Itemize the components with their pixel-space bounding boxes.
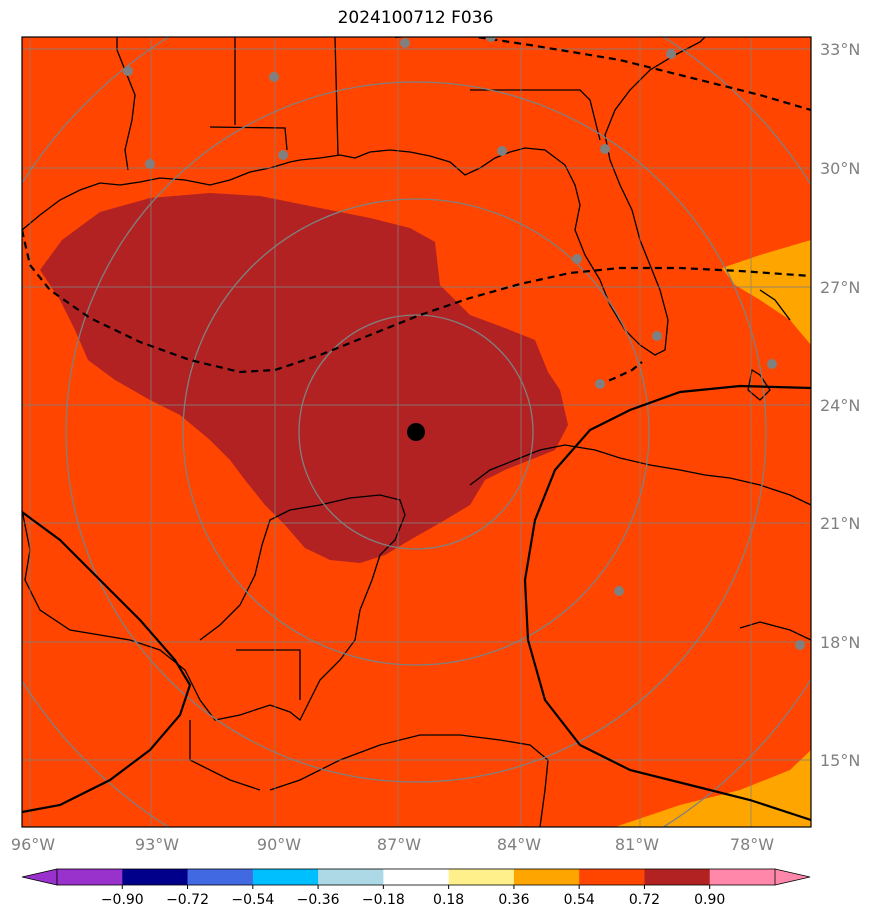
coastlines [22, 37, 811, 827]
map-title: 2024100712 F036 [337, 8, 494, 28]
station-dots [123, 37, 805, 650]
graticule [22, 37, 811, 827]
colorbar-over-triangle [774, 868, 811, 886]
station-dot [269, 72, 279, 82]
colorbar-tick-label: 0.72 [629, 892, 660, 908]
lon-label: 96°W [11, 835, 55, 854]
station-dot [400, 38, 410, 48]
lat-label: 27°N [820, 278, 860, 297]
colorbar-tick-label: −0.54 [231, 892, 274, 908]
lon-label: 78°W [730, 835, 774, 854]
range-circle-middle [182, 198, 650, 666]
colorbar-tick-label: −0.36 [297, 892, 340, 908]
lon-label: 87°W [377, 835, 421, 854]
colorbar-tick-label: −0.18 [362, 892, 405, 908]
station-dot [652, 331, 662, 341]
colorbar-cell [57, 869, 123, 885]
range-circle-inner [298, 314, 534, 550]
storm-center-marker [407, 423, 425, 441]
station-dot [572, 254, 582, 264]
colorbar-tick-label: 0.18 [433, 892, 464, 908]
colorbar-cell [383, 869, 450, 885]
colorbar-cell [709, 869, 776, 885]
station-dot [767, 359, 777, 369]
solid-contours [22, 384, 811, 822]
lon-label: 90°W [257, 835, 301, 854]
colorbar: −0.90 −0.72 −0.54 −0.36 −0.18 0.18 0.36 0.54 0.7… [21, 868, 811, 908]
lat-label: 15°N [820, 751, 860, 770]
lon-label: 84°W [497, 835, 541, 854]
map-panel [22, 37, 811, 827]
station-dot [795, 640, 805, 650]
station-dot [600, 144, 610, 154]
colorbar-cell [318, 869, 384, 885]
colorbar-cell [122, 869, 189, 885]
latitude-labels: 33°N 30°N 27°N 24°N 21°N 18°N 15°N [820, 40, 860, 770]
lat-label: 33°N [820, 40, 860, 59]
map-frame [21, 36, 812, 828]
station-dot [278, 150, 288, 160]
colorbar-cell [448, 869, 515, 885]
colorbar-tick-label: 0.90 [694, 892, 725, 908]
range-circles [22, 37, 811, 827]
dashed-contours [22, 37, 811, 387]
colorbar-cell [187, 869, 254, 885]
station-dot [666, 49, 676, 59]
colorbar-cell [644, 869, 711, 885]
station-dot [497, 146, 507, 156]
high-value-region [40, 193, 568, 563]
lat-label: 30°N [820, 159, 860, 178]
station-dot [614, 586, 624, 596]
station-dot [145, 159, 155, 169]
colorbar-cell [513, 869, 580, 885]
lat-label: 21°N [820, 514, 860, 533]
colorbar-tick-label: 0.54 [564, 892, 595, 908]
lon-label: 93°W [135, 835, 179, 854]
lat-label: 24°N [820, 396, 860, 415]
colorbar-tick-label: 0.36 [498, 892, 529, 908]
station-dot [486, 37, 496, 42]
station-dot [123, 66, 133, 76]
colorbar-under-triangle [21, 868, 58, 886]
orange-region-se [615, 750, 811, 827]
colorbar-cell [252, 869, 319, 885]
lat-label: 18°N [820, 633, 860, 652]
range-circle-outer [65, 81, 767, 783]
longitude-labels: 96°W 93°W 90°W 87°W 84°W 81°W 78°W [11, 835, 774, 854]
colorbar-tick-label: −0.90 [101, 892, 144, 908]
station-dot [595, 379, 605, 389]
lon-label: 81°W [615, 835, 659, 854]
colorbar-frame [56, 868, 776, 886]
colorbar-cell [579, 869, 645, 885]
colorbar-tick-label: −0.72 [166, 892, 209, 908]
